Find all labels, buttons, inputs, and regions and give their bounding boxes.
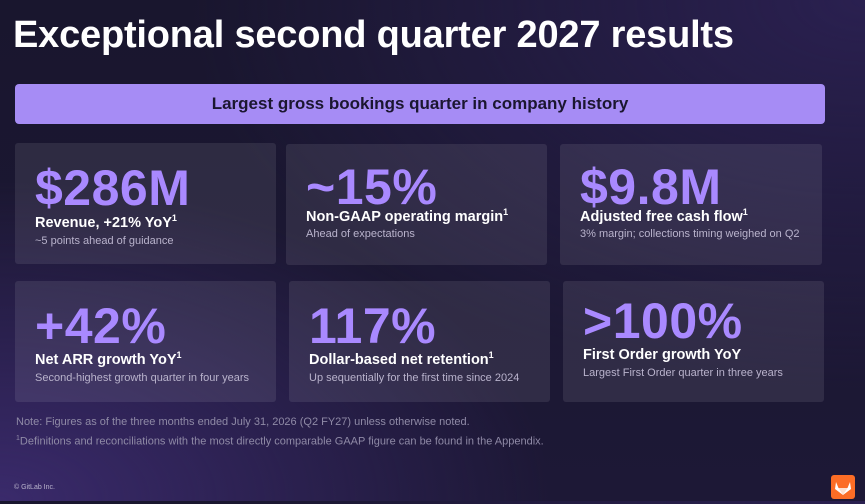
net-arr-card: +42% Net ARR growth YoY1 Second-highest … — [15, 281, 276, 402]
card-subtext: 3% margin; collections timing weighed on… — [580, 228, 800, 240]
footnote-marker: 1 — [176, 350, 182, 360]
net-retention-card: 117% Dollar-based net retention1 Up sequ… — [289, 281, 550, 402]
card-label: First Order growth YoY — [583, 347, 742, 363]
revenue-card: $286M Revenue, +21% YoY1 ~5 points ahead… — [15, 143, 276, 264]
card-label: Revenue, +21% YoY1 — [35, 213, 177, 231]
card-subtext: Largest First Order quarter in three yea… — [583, 367, 783, 379]
footnote-note: Note: Figures as of the three months end… — [16, 416, 470, 428]
card-label: Adjusted free cash flow1 — [580, 207, 748, 225]
card-metric: >100% — [583, 293, 743, 349]
footnote-marker: 1 — [488, 350, 494, 360]
card-subtext: ~5 points ahead of guidance — [35, 235, 174, 247]
card-metric: +42% — [35, 298, 167, 354]
card-metric: $286M — [35, 160, 191, 216]
operating-margin-card: ~15% Non-GAAP operating margin1 Ahead of… — [286, 144, 547, 265]
footnote-marker: 1 — [742, 207, 748, 217]
card-subtext: Ahead of expectations — [306, 228, 415, 240]
card-subtext: Up sequentially for the first time since… — [309, 372, 520, 384]
card-label: Net ARR growth YoY1 — [35, 350, 182, 368]
card-label: Dollar-based net retention1 — [309, 350, 494, 368]
footnote-marker: 1 — [503, 207, 509, 217]
card-label: Non-GAAP operating margin1 — [306, 207, 509, 225]
free-cash-flow-card: $9.8M Adjusted free cash flow1 3% margin… — [560, 144, 822, 265]
card-metric: $9.8M — [580, 159, 722, 215]
footnote-definitions: 1Definitions and reconciliations with th… — [16, 435, 544, 448]
card-subtext: Second-highest growth quarter in four ye… — [35, 372, 250, 384]
slide-title: Exceptional second quarter 2027 results — [13, 14, 734, 56]
tanuki-shape — [835, 482, 851, 495]
card-metric: 117% — [309, 298, 437, 354]
highlight-banner: Largest gross bookings quarter in compan… — [15, 84, 825, 124]
copyright-text: © GitLab Inc. — [14, 484, 55, 491]
gitlab-tanuki-icon — [831, 475, 855, 499]
card-metric: ~15% — [306, 159, 438, 215]
first-order-card: >100% First Order growth YoY Largest Fir… — [563, 281, 824, 402]
banner-text: Largest gross bookings quarter in compan… — [211, 94, 629, 113]
footnote-marker: 1 — [171, 213, 177, 223]
